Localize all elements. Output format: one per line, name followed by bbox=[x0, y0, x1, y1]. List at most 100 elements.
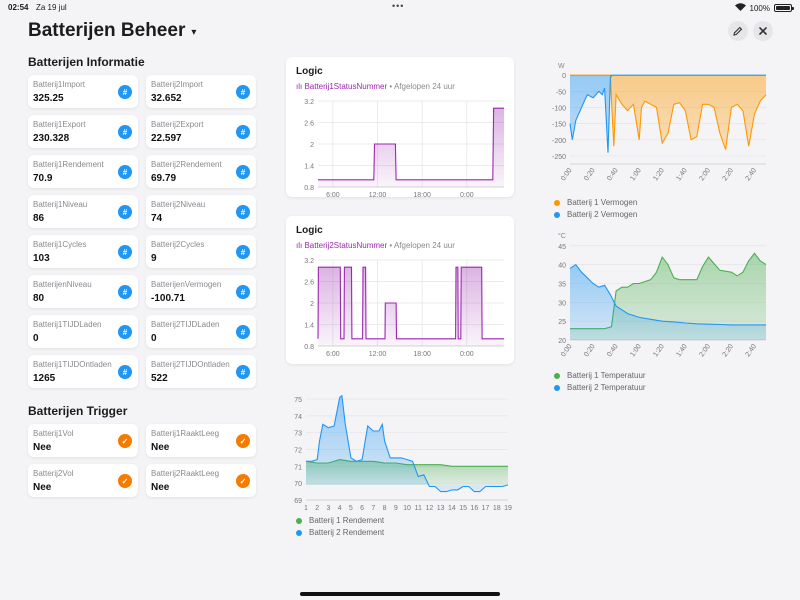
hash-icon[interactable]: # bbox=[236, 125, 250, 139]
entity-label: Batterij2TIJDLaden bbox=[151, 320, 220, 329]
dashboard-header[interactable]: Batterijen Beheer ▾ bbox=[28, 20, 196, 42]
sensor-card[interactable]: Batterij1Niveau 86 # bbox=[28, 195, 138, 228]
close-button[interactable] bbox=[753, 21, 773, 41]
chevron-down-icon[interactable]: ▾ bbox=[191, 26, 197, 38]
checkmark-icon[interactable]: ✓ bbox=[118, 434, 132, 448]
hash-icon[interactable]: # bbox=[118, 325, 132, 339]
entity-value: 74 bbox=[151, 213, 163, 224]
hash-icon[interactable]: # bbox=[118, 125, 132, 139]
legend-dot bbox=[554, 372, 560, 379]
logic-chart-card-1[interactable]: Logic ılı Batterij1StatusNummer • Afgelo… bbox=[286, 57, 514, 197]
hash-icon[interactable]: # bbox=[236, 325, 250, 339]
sensor-card[interactable]: Batterij1TIJDOntladen 1265 # bbox=[28, 355, 138, 388]
sensor-card[interactable]: Batterij2TIJDLaden 0 # bbox=[146, 315, 256, 348]
hash-icon[interactable]: # bbox=[236, 85, 250, 99]
sensor-card[interactable]: Batterij1Import 325.25 # bbox=[28, 75, 138, 108]
legend-item[interactable]: Batterij 1 Temperatuur bbox=[554, 371, 646, 380]
x-tick-label: 2:00 bbox=[698, 343, 712, 358]
legend-item[interactable]: Batterij 2 Temperatuur bbox=[554, 383, 646, 392]
hash-icon[interactable]: # bbox=[118, 365, 132, 379]
series-line[interactable] bbox=[306, 394, 509, 493]
hash-icon[interactable]: # bbox=[118, 245, 132, 259]
series-line[interactable] bbox=[570, 252, 767, 330]
checkmark-icon[interactable]: ✓ bbox=[236, 474, 250, 488]
legend-item[interactable]: Batterij 1 Vermogen bbox=[554, 198, 637, 207]
sensor-card[interactable]: Batterij2Export 22.597 # bbox=[146, 115, 256, 148]
sensor-card[interactable]: Batterij2TIJDOntladen 522 # bbox=[146, 355, 256, 388]
sensor-card[interactable]: BatterijenVermogen -100.71 # bbox=[146, 275, 256, 308]
legend-dot bbox=[296, 529, 302, 536]
sensor-card[interactable]: Batterij1Rendement 70.9 # bbox=[28, 155, 138, 188]
entity-label: Batterij1Vol bbox=[33, 429, 74, 438]
checkmark-icon[interactable]: ✓ bbox=[236, 434, 250, 448]
entity-label: Batterij2Export bbox=[151, 120, 204, 129]
y-tick-label: 25 bbox=[558, 319, 566, 326]
x-tick-label: 2 bbox=[315, 505, 319, 512]
y-tick-label: 2.6 bbox=[304, 121, 314, 128]
hash-icon[interactable]: # bbox=[236, 245, 250, 259]
x-tick-label: 12:00 bbox=[369, 351, 387, 358]
multitask-dots[interactable]: ••• bbox=[392, 1, 405, 11]
info-section-title: Batterijen Informatie bbox=[28, 55, 145, 69]
trigger-card[interactable]: Batterij1RaaktLeeg Nee ✓ bbox=[146, 424, 256, 457]
entity-label: Batterij1Rendement bbox=[33, 160, 104, 169]
sensor-card[interactable]: Batterij1Cycles 103 # bbox=[28, 235, 138, 268]
checkmark-icon[interactable]: ✓ bbox=[118, 474, 132, 488]
entity-label: Batterij2RaaktLeeg bbox=[151, 469, 220, 478]
x-tick-label: 2:40 bbox=[745, 167, 759, 182]
entity-label: BatterijenVermogen bbox=[151, 280, 222, 289]
vermogen-chart[interactable]: 0 -50 -100 -150 -200 -250 0:00 0:20 0:40 1:00 1:20… bbox=[538, 52, 778, 192]
x-tick-label: 2:40 bbox=[745, 343, 759, 358]
hash-icon[interactable]: # bbox=[236, 285, 250, 299]
chart-period: • Afgelopen 24 uur bbox=[389, 241, 455, 250]
x-tick-label: 12 bbox=[426, 505, 434, 512]
trigger-card[interactable]: Batterij2RaaktLeeg Nee ✓ bbox=[146, 464, 256, 497]
sensor-card[interactable]: BatterijenNiveau 80 # bbox=[28, 275, 138, 308]
sensor-card[interactable]: Batterij1TIJDLaden 0 # bbox=[28, 315, 138, 348]
entity-name[interactable]: ılı Batterij2StatusNummer bbox=[296, 241, 388, 250]
legend-item[interactable]: Batterij 2 Rendement bbox=[296, 528, 384, 537]
legend-item[interactable]: Batterij 1 Rendement bbox=[296, 516, 384, 525]
sensor-card[interactable]: Batterij2Rendement 69.79 # bbox=[146, 155, 256, 188]
logic-chart-2[interactable]: 3.2 2.6 2 1.4 0.8 6:00 12:00 18:00 0:00 bbox=[286, 252, 514, 364]
logic-chart-1[interactable]: 3.2 2.6 2 1.4 0.8 6:00 12:00 18:00 0:00 bbox=[286, 93, 514, 197]
x-tick-label: 0:00 bbox=[560, 343, 574, 358]
y-tick-label: 0.8 bbox=[304, 185, 314, 192]
legend-item[interactable]: Batterij 2 Vermogen bbox=[554, 210, 637, 219]
hash-icon[interactable]: # bbox=[236, 205, 250, 219]
x-tick-label: 14 bbox=[448, 505, 456, 512]
series-line[interactable] bbox=[318, 107, 504, 181]
trigger-card[interactable]: Batterij1Vol Nee ✓ bbox=[28, 424, 138, 457]
hash-icon[interactable]: # bbox=[236, 365, 250, 379]
x-tick-label: 19 bbox=[504, 505, 512, 512]
entity-value: -100.71 bbox=[151, 293, 185, 304]
home-indicator[interactable] bbox=[300, 592, 500, 596]
chart-title: Logic bbox=[296, 225, 323, 236]
series-line[interactable] bbox=[569, 74, 766, 153]
entity-name[interactable]: ılı Batterij1StatusNummer bbox=[296, 82, 388, 91]
entity-value: 70.9 bbox=[33, 173, 53, 184]
hash-icon[interactable]: # bbox=[118, 205, 132, 219]
series-line[interactable] bbox=[569, 263, 766, 326]
hash-icon[interactable]: # bbox=[118, 285, 132, 299]
hash-icon[interactable]: # bbox=[236, 165, 250, 179]
hash-icon[interactable]: # bbox=[118, 85, 132, 99]
sensor-card[interactable]: Batterij1Export 230.328 # bbox=[28, 115, 138, 148]
sensor-card[interactable]: Batterij2Cycles 9 # bbox=[146, 235, 256, 268]
series-line[interactable] bbox=[317, 266, 504, 340]
y-tick-label: -200 bbox=[552, 138, 566, 145]
sensor-card[interactable]: Batterij2Niveau 74 # bbox=[146, 195, 256, 228]
x-tick-label: 0:00 bbox=[460, 351, 474, 358]
trigger-card[interactable]: Batterij2Vol Nee ✓ bbox=[28, 464, 138, 497]
close-icon bbox=[759, 27, 767, 35]
page-title[interactable]: Batterijen Beheer bbox=[28, 20, 186, 41]
hash-icon[interactable]: # bbox=[118, 165, 132, 179]
edit-button[interactable] bbox=[728, 21, 748, 41]
logic-chart-card-2[interactable]: Logic ılı Batterij2StatusNummer • Afgelo… bbox=[286, 216, 514, 364]
sensor-card[interactable]: Batterij2Import 32.652 # bbox=[146, 75, 256, 108]
x-tick-label: 2:20 bbox=[722, 343, 736, 358]
temperatuur-chart[interactable]: 45 40 35 30 25 200:00 0:20 0:40 1:00 1:20 1:40 2:00… bbox=[538, 228, 778, 360]
series-line[interactable] bbox=[570, 74, 767, 150]
x-tick-label: 18 bbox=[493, 505, 501, 512]
